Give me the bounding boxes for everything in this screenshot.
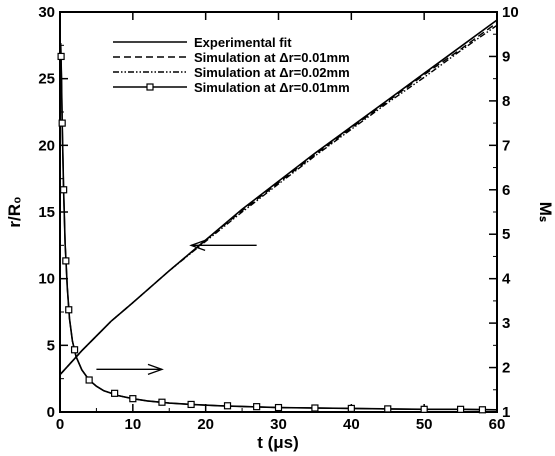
x-tick-label: 30 xyxy=(270,416,287,433)
series-line-4 xyxy=(60,43,498,411)
series-marker-square xyxy=(85,376,93,384)
y-right-tick-label: 9 xyxy=(502,48,510,65)
y-left-tick-label: 0 xyxy=(47,404,55,421)
y-right-tick-label: 7 xyxy=(502,137,510,154)
series-marker-square xyxy=(384,405,392,413)
series-marker-square xyxy=(274,403,283,412)
y-right-tick-label: 10 xyxy=(502,4,519,21)
series-marker-square xyxy=(420,405,428,413)
legend-entry-label: Simulation at Δr=0.02mm xyxy=(194,65,350,80)
series-line-3 xyxy=(59,24,498,376)
series-marker-square xyxy=(70,346,79,354)
x-tick-label: 20 xyxy=(197,416,214,433)
annotation-arrowhead xyxy=(147,363,164,375)
y-left-tick-label: 10 xyxy=(38,271,55,288)
y-left-tick-label: 25 xyxy=(38,71,55,88)
series-marker-square xyxy=(223,402,232,410)
series-marker-square xyxy=(347,404,355,413)
series-marker-square xyxy=(60,186,68,194)
x-axis-label: t (μs) xyxy=(257,433,299,452)
y-left-tick-label: 20 xyxy=(38,137,55,154)
series-line-2 xyxy=(59,22,498,376)
annotation-arrowhead xyxy=(189,239,206,251)
y-right-tick-label: 4 xyxy=(502,271,511,288)
series-line-5 xyxy=(59,43,498,411)
legend-entry-label: Experimental fit xyxy=(194,35,292,50)
legend-marker-square xyxy=(146,83,154,91)
series-marker-square xyxy=(253,403,261,411)
y-left-tick-label: 15 xyxy=(38,204,55,221)
legend-entry-label: Simulation at Δr=0.01mm xyxy=(194,50,350,65)
legend-entry-label: Simulation at Δr=0.01mm xyxy=(194,80,350,95)
y-right-tick-label: 6 xyxy=(502,182,510,199)
y-axis-label-right: Mₛ xyxy=(536,202,555,223)
x-tick-label: 50 xyxy=(416,416,433,433)
series-marker-square xyxy=(65,306,73,314)
x-tick-label: 10 xyxy=(124,416,141,433)
y-axis-label-left: r/R₀ xyxy=(5,196,24,227)
y-left-tick-label: 5 xyxy=(47,337,55,354)
series-marker-square xyxy=(62,257,70,265)
series-marker-square xyxy=(57,52,65,61)
arrows-layer xyxy=(96,239,257,375)
y-right-tick-label: 3 xyxy=(502,315,510,332)
series-marker-square xyxy=(187,400,195,409)
x-tick-label: 60 xyxy=(489,416,506,433)
ticks-layer: 0 10 20 30 40 50 60 0 5 10 15 20 25 30 1 2 3 4 5 6 7 8 9 10 xyxy=(38,4,518,433)
y-right-tick-label: 2 xyxy=(502,360,510,377)
x-tick-label: 0 xyxy=(56,416,64,433)
series-marker-square xyxy=(158,398,166,406)
series-marker-square xyxy=(311,404,319,412)
y-left-tick-label: 30 xyxy=(38,4,55,21)
y-right-tick-label: 5 xyxy=(502,226,510,243)
curves-layer xyxy=(57,19,498,414)
series-marker-square xyxy=(478,406,487,414)
series-marker-square xyxy=(129,395,137,403)
y-right-tick-label: 8 xyxy=(502,93,510,110)
y-right-tick-label: 1 xyxy=(502,404,510,421)
x-tick-label: 40 xyxy=(343,416,360,433)
series-marker-square xyxy=(111,389,119,397)
series-marker-square xyxy=(58,119,66,127)
series-marker-square xyxy=(456,405,465,413)
